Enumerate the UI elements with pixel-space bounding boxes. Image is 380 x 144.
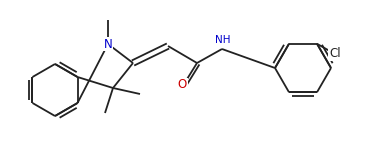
Text: Cl: Cl (329, 47, 341, 60)
Text: N: N (104, 37, 112, 51)
Text: O: O (177, 78, 187, 91)
Text: NH: NH (215, 35, 231, 45)
